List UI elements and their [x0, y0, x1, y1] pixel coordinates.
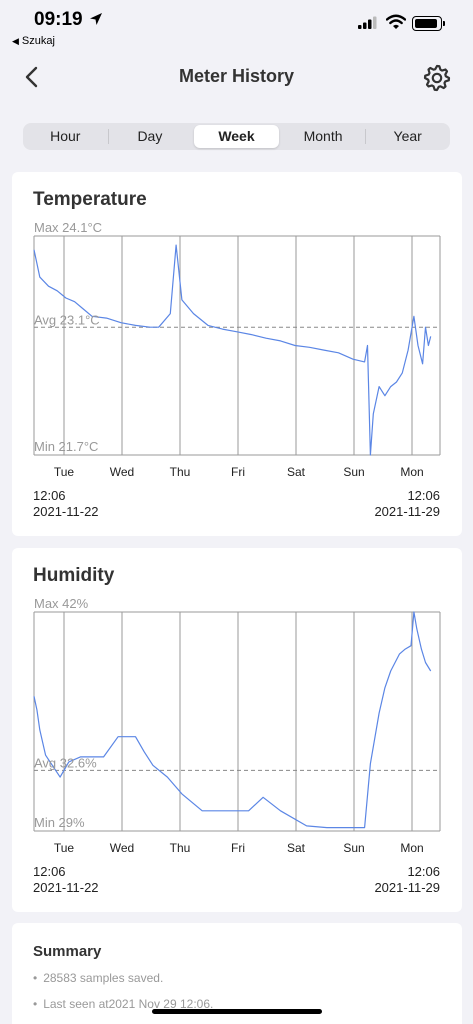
day-tick-label: Wed	[110, 841, 134, 855]
humidity-card: Humidity Max 42% Avg 32.6% Min 29% Tue W…	[12, 548, 462, 912]
range-start-time: 12:06	[33, 864, 66, 879]
day-tick-label: Sun	[343, 841, 364, 855]
wifi-icon	[386, 14, 406, 29]
range-start-date: 2021-11-22	[33, 504, 99, 519]
humidity-chart: Max 42% Avg 32.6% Min 29% Tue Wed Thu Fr…	[33, 596, 441, 855]
avg-label: Avg 32.6%	[34, 755, 97, 770]
day-tick-label: Tue	[54, 465, 75, 479]
status-time: 09:19	[34, 9, 83, 30]
period-segmented-control: Hour Day Week Month Year	[23, 123, 450, 150]
day-tick-label: Wed	[110, 465, 134, 479]
summary-card: Summary 28583 samples saved. Last seen a…	[12, 923, 462, 1024]
range-start-time: 12:06	[33, 488, 66, 503]
location-arrow-icon	[90, 13, 102, 25]
range-end-date: 2021-11-29	[374, 880, 440, 895]
day-tick-label: Sat	[287, 465, 306, 479]
tab-week[interactable]: Week	[194, 125, 279, 148]
day-tick-label: Sun	[343, 465, 364, 479]
day-tick-label: Sat	[287, 841, 306, 855]
range-end-date: 2021-11-29	[374, 504, 440, 519]
temperature-chart: Max 24.1°C Avg 23.1°C Min 21.7°C Tue Wed…	[33, 220, 441, 479]
range-end: 12:06 2021-11-29	[374, 864, 440, 896]
humidity-title: Humidity	[33, 565, 115, 586]
page-title: Meter History	[178, 66, 295, 86]
gear-icon[interactable]	[420, 61, 454, 95]
back-triangle-icon: ◀	[12, 36, 19, 46]
summary-samples: 28583 samples saved.	[33, 971, 213, 985]
max-label: Max 42%	[34, 596, 89, 611]
nav-bar: Meter History	[0, 52, 473, 102]
range-end: 12:06 2021-11-29	[374, 488, 440, 520]
summary-title: Summary	[33, 943, 102, 960]
tab-month[interactable]: Month	[303, 128, 343, 144]
day-tick-label: Thu	[170, 465, 191, 479]
temperature-card: Temperature Max 24.1°C Avg 23.1°C Min 21…	[12, 172, 462, 536]
avg-label: Avg 23.1°C	[34, 312, 100, 327]
home-indicator	[152, 1009, 322, 1014]
cellular-signal-icon	[358, 16, 377, 29]
min-label: Min 21.7°C	[34, 439, 98, 454]
day-tick-label: Mon	[400, 841, 423, 855]
day-tick-label: Fri	[231, 841, 245, 855]
min-label: Min 29%	[34, 815, 85, 830]
range-start: 12:06 2021-11-22	[33, 864, 99, 896]
day-tick-label: Thu	[170, 841, 191, 855]
tab-year[interactable]: Year	[365, 123, 450, 150]
tab-day[interactable]: Day	[107, 123, 193, 150]
range-start-date: 2021-11-22	[33, 880, 99, 895]
back-to-app-link[interactable]: ◀ Szukaj	[12, 35, 55, 47]
summary-last-seen: Last seen at2021 Nov 29 12:06.	[33, 997, 213, 1011]
range-start: 12:06 2021-11-22	[33, 488, 99, 520]
temperature-series-line	[33, 244, 432, 456]
range-end-time: 12:06	[407, 488, 440, 503]
range-end-time: 12:06	[407, 864, 440, 879]
back-chevron-icon[interactable]	[18, 62, 48, 92]
day-tick-label: Fri	[231, 465, 245, 479]
back-app-label: Szukaj	[21, 35, 55, 47]
humidity-series-line	[33, 611, 432, 829]
status-bar: 09:19 ◀ Szukaj	[0, 0, 473, 52]
temperature-title: Temperature	[33, 189, 147, 210]
summary-list: 28583 samples saved. Last seen at2021 No…	[33, 971, 213, 1023]
battery-icon	[412, 16, 445, 31]
tab-hour[interactable]: Hour	[50, 128, 81, 144]
day-tick-label: Mon	[400, 465, 423, 479]
max-label: Max 24.1°C	[34, 220, 102, 235]
day-tick-label: Tue	[54, 841, 75, 855]
